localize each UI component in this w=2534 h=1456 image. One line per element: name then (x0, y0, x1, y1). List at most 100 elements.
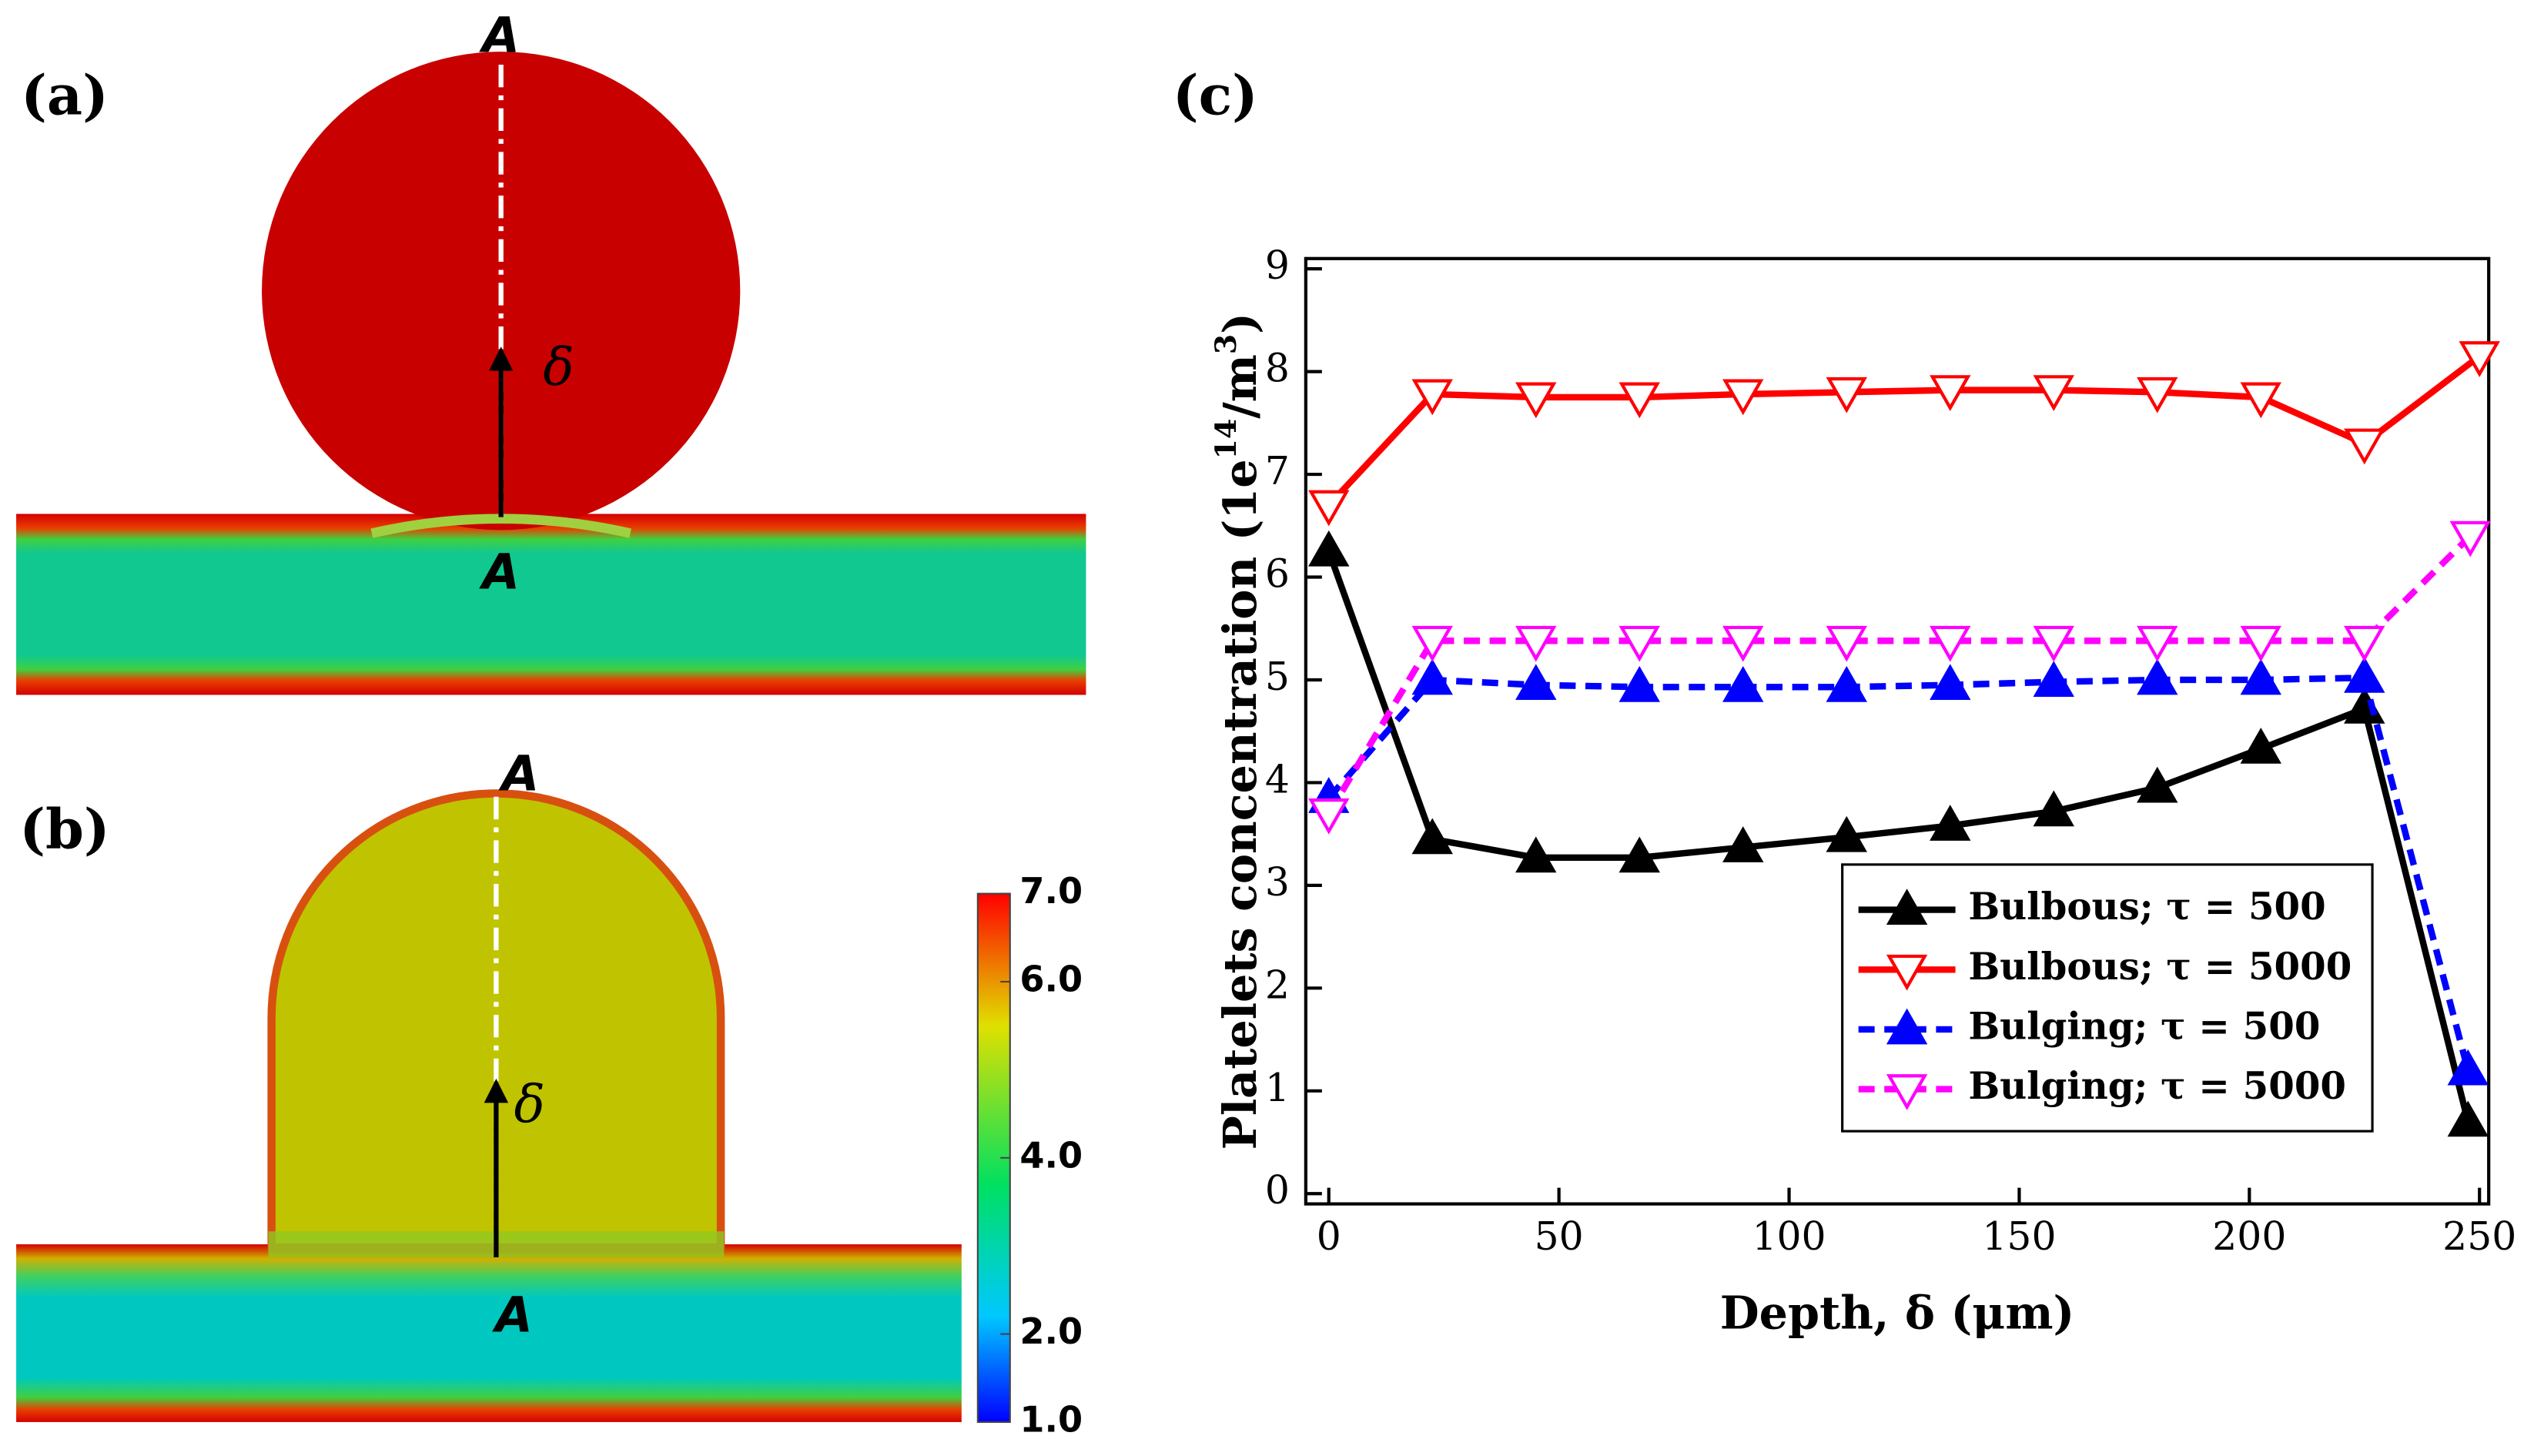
panel-label: (a) (21, 63, 109, 128)
section-label: A (491, 1287, 533, 1344)
marker (2240, 658, 2281, 695)
marker (1618, 665, 1660, 702)
x-tick-label: 50 (1535, 1213, 1584, 1259)
marker (1930, 625, 1971, 662)
marker (1308, 798, 1350, 835)
plot-frame (1304, 256, 2491, 1206)
panel-label: (c) (1173, 63, 1258, 128)
marker (2033, 661, 2074, 698)
marker (2137, 625, 2178, 662)
series-line (1326, 674, 2472, 1072)
y-axis-label-part: /m (1213, 354, 1267, 419)
colorbar-tick-label: 1.0 (1019, 1398, 1083, 1440)
x-axis-label: Depth, δ (μm) (1720, 1287, 2075, 1340)
interface (370, 514, 631, 538)
marker (1826, 625, 1867, 662)
marker (1886, 1008, 1928, 1045)
marker (1618, 625, 1660, 662)
marker (2137, 658, 2178, 695)
x-tick-label: 100 (1752, 1213, 1826, 1259)
legend-label: Bulbous; τ = 5000 (1968, 946, 2352, 989)
y-tick-label: 8 (1265, 346, 1290, 391)
legend-label: Bulbous; τ = 500 (1968, 885, 2325, 929)
marker (1308, 490, 1350, 527)
marker (2137, 377, 2178, 413)
marker (1722, 379, 1764, 416)
colorbar-tick-label: 4.0 (1019, 1134, 1083, 1176)
colorbar-tick-label: 7.0 (1019, 870, 1083, 912)
x-tick-label: 200 (2212, 1213, 2286, 1259)
y-tick-label: 4 (1265, 756, 1290, 802)
section-label: A (497, 746, 539, 802)
marker (1722, 625, 1764, 662)
x-tick-label: 150 (1982, 1213, 2056, 1259)
marker (2459, 341, 2500, 377)
channel (16, 1244, 962, 1422)
colorbar-tick-label: 2.0 (1019, 1310, 1083, 1352)
marker (2240, 382, 2281, 419)
y-tick-label: 2 (1265, 962, 1290, 1007)
legend-label: Bulging; τ = 5000 (1968, 1065, 2346, 1108)
marker (1886, 954, 1928, 991)
x-tick-label: 250 (2442, 1213, 2516, 1259)
marker (2447, 1049, 2489, 1086)
marker (1411, 379, 1453, 416)
section-label: A (478, 544, 520, 600)
series-line (1325, 550, 2472, 1123)
marker (1930, 664, 1971, 701)
y-tick-label: 7 (1265, 448, 1290, 494)
y-axis-label-part: 3 (1209, 334, 1243, 354)
y-axis-label: Platelets concentration (1e14/m3) (1209, 313, 1267, 1150)
marker (1308, 530, 1350, 567)
marker (2033, 790, 2074, 827)
y-axis-label-part: 14 (1209, 419, 1243, 460)
marker (1930, 375, 1971, 411)
marker (1886, 1074, 1928, 1110)
marker (1826, 377, 1867, 413)
y-axis-label-part: Platelets concentration (1e (1213, 459, 1267, 1150)
colorbar-tick-label: 6.0 (1019, 959, 1083, 1000)
marker (1411, 818, 1453, 855)
y-tick-label: 0 (1265, 1167, 1290, 1213)
y-tick-label: 6 (1265, 551, 1290, 597)
marker (1515, 836, 1557, 873)
marker (2344, 688, 2385, 724)
panel-label: (b) (19, 796, 109, 861)
marker (2240, 728, 2281, 764)
depth-symbol: δ (514, 1074, 544, 1134)
marker (1826, 665, 1867, 702)
y-axis-label-part: ) (1213, 313, 1267, 334)
marker (2033, 375, 2074, 411)
panel-a: (a) A A δ (16, 7, 1086, 695)
marker (2137, 766, 2178, 803)
section-label: A (478, 7, 520, 63)
marker (1930, 805, 1971, 841)
marker (1722, 826, 1764, 862)
marker (2344, 428, 2385, 465)
y-tick-label: 3 (1265, 859, 1290, 905)
marker (1886, 889, 1928, 925)
y-tick-label: 5 (1265, 654, 1290, 699)
panel-b: (b) A A δ (16, 746, 1011, 1423)
marker (2344, 625, 2385, 662)
chart: 0 50 100 150 200 250 0 1 2 3 4 5 6 7 8 9 Depth, δ (μm) Pl… (1209, 243, 2517, 1339)
marker (1618, 382, 1660, 419)
marker (1515, 664, 1557, 701)
legend-label: Bulging; τ = 500 (1968, 1005, 2320, 1048)
marker (1411, 658, 1453, 695)
marker (2449, 520, 2491, 557)
series-line (1326, 353, 2482, 507)
marker (2240, 625, 2281, 662)
y-tick-label: 9 (1265, 243, 1290, 288)
marker (1411, 625, 1453, 662)
series-line (1326, 534, 2473, 815)
depth-symbol: δ (543, 337, 574, 397)
marker (1515, 382, 1557, 419)
marker (1826, 815, 1867, 852)
channel (16, 514, 1086, 695)
marker (1515, 625, 1557, 662)
marker (2344, 656, 2385, 693)
marker (2033, 625, 2074, 662)
x-tick-label: 0 (1317, 1213, 1341, 1259)
